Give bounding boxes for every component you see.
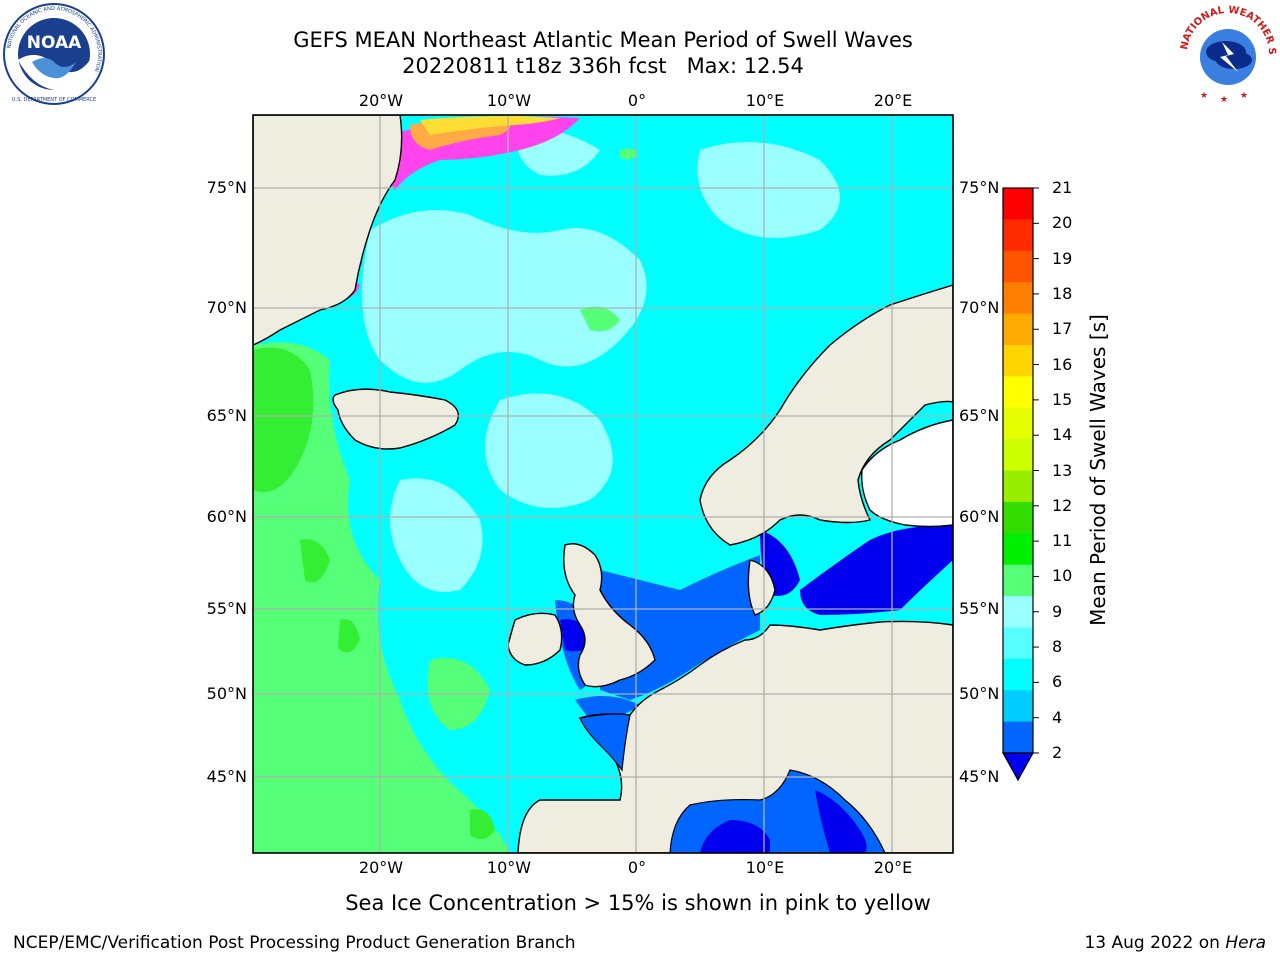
- lat-label-left: 50°N: [206, 684, 247, 703]
- colorbar-segment: [1003, 690, 1033, 723]
- lon-label-top: 0°: [627, 91, 647, 110]
- ireland: [507, 612, 563, 666]
- colorbar-segment: [1003, 596, 1033, 628]
- svg-text:★: ★: [1200, 91, 1208, 101]
- colorbar-segment: [1003, 344, 1033, 377]
- lat-label-right: 65°N: [959, 406, 1000, 425]
- colorbar-tick-label: 21: [1052, 178, 1073, 197]
- colorbar-tick-label: 16: [1052, 354, 1073, 374]
- colorbar-tick-label: 19: [1052, 248, 1073, 268]
- colorbar-segment: [1003, 470, 1033, 503]
- colorbar-tick-label: 18: [1052, 283, 1073, 303]
- colorbar-segment: [1003, 376, 1033, 409]
- lat-label-left: 45°N: [206, 767, 247, 786]
- nws-logo: NATIONAL WEATHER SERVICE ★ ★ ★: [1176, 2, 1277, 105]
- lon-label-top: 10°E: [745, 91, 785, 110]
- max-value: Max: 12.54: [686, 54, 804, 78]
- lat-label-left: 75°N: [206, 178, 247, 197]
- svg-text:U.S. DEPARTMENT OF COMMERCE: U.S. DEPARTMENT OF COMMERCE: [12, 97, 96, 103]
- colorbar-segment: [1003, 533, 1033, 566]
- swell-10-11s-areas: [253, 347, 495, 839]
- lat-label-right: 75°N: [959, 178, 1000, 197]
- greenland: [253, 115, 403, 346]
- swell-9-10s-areas: [253, 148, 638, 853]
- colorbar-segment: [1003, 407, 1033, 440]
- footer-host: Hera: [1225, 933, 1266, 953]
- lon-label-bottom: 20°W: [358, 858, 404, 877]
- lat-label-left: 65°N: [206, 406, 247, 425]
- denmark: [747, 559, 776, 616]
- graticule: [253, 115, 953, 853]
- colorbar-segment: [1003, 250, 1033, 283]
- lat-label-left: 70°N: [206, 298, 247, 317]
- sea-ice-note: Sea Ice Concentration > 15% is shown in …: [345, 891, 931, 915]
- colorbar-tick-label: 8: [1052, 637, 1063, 657]
- colorbar-tick-label: 12: [1052, 495, 1073, 515]
- map-frame: [252, 114, 954, 854]
- colorbar-segment: [1003, 282, 1033, 315]
- colorbar-label: Mean Period of Swell Waves [s]: [1086, 314, 1110, 626]
- colorbar-tick-label: 4: [1052, 707, 1063, 727]
- colorbar-segment: [1003, 439, 1033, 471]
- lat-label-right: 70°N: [959, 298, 1000, 317]
- colorbar: [1001, 187, 1039, 782]
- title-line-1: GEFS MEAN Northeast Atlantic Mean Period…: [293, 28, 913, 52]
- map-plot-area: [253, 115, 953, 853]
- svg-text:NOAA: NOAA: [27, 33, 82, 53]
- colorbar-segment: [1003, 219, 1033, 252]
- colorbar-segment: [1003, 564, 1033, 597]
- colorbar-tick-label: 20: [1052, 213, 1073, 233]
- colorbar-tick-label: 10: [1052, 566, 1073, 586]
- noaa-logo: NOAA NATIONAL OCEANIC AND ATMOSPHERIC AD…: [3, 3, 105, 105]
- colorbar-segment: [1003, 658, 1033, 691]
- lon-label-top: 20°W: [358, 91, 404, 110]
- title-line-2: 20220811 t18z 336h fcst Max: 12.54: [203, 53, 1003, 79]
- lon-label-bottom: 10°E: [745, 858, 785, 877]
- colorbar-tick-label: 13: [1052, 460, 1073, 480]
- lon-label-bottom: 20°E: [873, 858, 913, 877]
- colorbar-segment: [1003, 721, 1033, 754]
- continental-europe: [517, 620, 953, 853]
- lon-label-top: 10°W: [486, 91, 532, 110]
- footer-date: 13 Aug 2022 on Hera: [1084, 932, 1266, 954]
- lon-label-bottom: 10°W: [486, 858, 532, 877]
- footer-credit: NCEP/EMC/Verification Post Processing Pr…: [13, 933, 576, 953]
- forecast-date: 20220811 t18z 336h fcst: [402, 54, 667, 78]
- great-britain: [563, 543, 656, 688]
- colorbar-tick-label: 2: [1052, 743, 1063, 762]
- colorbar-under-extension: [1001, 752, 1035, 782]
- lon-label-top: 20°E: [873, 91, 913, 110]
- colorbar-segment: [1003, 313, 1033, 346]
- lat-label-right: 60°N: [959, 507, 1000, 526]
- scandinavia: [699, 284, 953, 546]
- lat-label-left: 55°N: [206, 599, 247, 618]
- colorbar-tick-label: 6: [1052, 672, 1063, 692]
- lat-label-left: 60°N: [206, 507, 247, 526]
- lat-label-right: 55°N: [959, 599, 1000, 618]
- footer-date-text: 13 Aug 2022 on: [1084, 933, 1226, 953]
- lat-label-right: 45°N: [959, 767, 1000, 786]
- lat-label-right: 50°N: [959, 684, 1000, 703]
- chart-title: GEFS MEAN Northeast Atlantic Mean Period…: [203, 27, 1003, 79]
- svg-text:★: ★: [1220, 95, 1228, 105]
- colorbar-segment: [1003, 501, 1033, 534]
- landmasses: [253, 115, 953, 853]
- colorbar-tick-label: 14: [1052, 425, 1073, 445]
- colorbar-segment: [1003, 188, 1033, 220]
- colorbar-tick-label: 11: [1052, 531, 1073, 551]
- colorbar-tick-label: 15: [1052, 389, 1073, 409]
- colorbar-segment: [1003, 627, 1033, 660]
- svg-text:★: ★: [1240, 91, 1248, 101]
- iceland: [332, 388, 459, 450]
- lon-label-bottom: 0°: [627, 858, 647, 877]
- swell-8-9s-areas: [255, 129, 840, 853]
- colorbar-tick-label: 9: [1052, 601, 1063, 621]
- mediterranean: [579, 713, 886, 853]
- colorbar-tick-label: 17: [1052, 319, 1073, 339]
